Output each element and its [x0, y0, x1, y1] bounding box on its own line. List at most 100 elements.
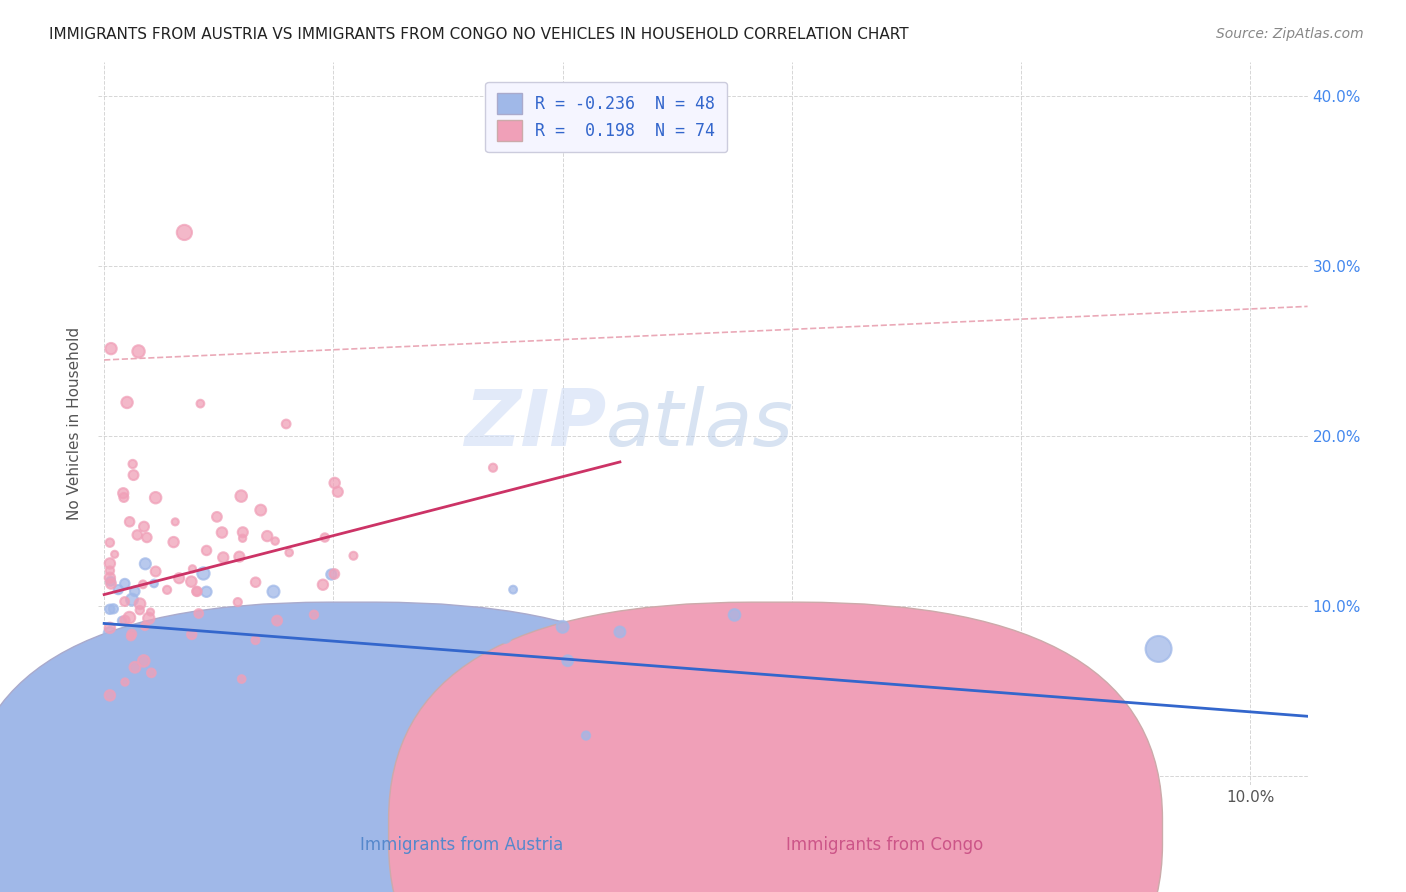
Point — [117, 631, 139, 645]
Point — [252, 625, 274, 640]
Point — [135, 531, 157, 545]
Point — [551, 620, 574, 634]
Point — [141, 665, 163, 680]
Point — [121, 648, 143, 662]
Point — [107, 582, 129, 597]
Point — [342, 549, 364, 563]
Point — [143, 576, 166, 591]
Point — [134, 557, 156, 571]
Point — [114, 576, 136, 591]
Point — [494, 630, 516, 644]
Point — [134, 619, 156, 633]
Point — [217, 629, 239, 643]
Point — [100, 577, 122, 591]
Point — [190, 396, 212, 410]
Point — [278, 546, 301, 560]
Point — [167, 571, 190, 585]
Y-axis label: No Vehicles in Household: No Vehicles in Household — [67, 327, 83, 520]
Point — [219, 646, 242, 660]
Point — [245, 575, 267, 590]
Point — [575, 729, 598, 743]
Point — [228, 549, 250, 564]
Point — [302, 607, 325, 622]
Point — [193, 566, 215, 581]
Point — [125, 635, 148, 649]
Point — [145, 565, 167, 579]
Point — [187, 607, 209, 621]
FancyBboxPatch shape — [0, 602, 740, 892]
Point — [118, 610, 141, 624]
Point — [177, 670, 200, 684]
Point — [145, 655, 167, 669]
Point — [115, 395, 138, 409]
Point — [129, 597, 152, 611]
Point — [100, 574, 122, 589]
Point — [222, 611, 245, 625]
Point — [141, 633, 163, 648]
Point — [98, 689, 121, 703]
Point — [339, 622, 361, 636]
Point — [114, 613, 136, 627]
Point — [98, 557, 121, 571]
Point — [100, 342, 122, 356]
Text: atlas: atlas — [606, 385, 794, 462]
Point — [245, 633, 267, 648]
Point — [194, 646, 217, 660]
Point — [211, 525, 233, 540]
Point — [423, 626, 446, 640]
Point — [609, 624, 631, 639]
Point — [101, 680, 124, 694]
Point — [502, 582, 524, 597]
Point — [212, 550, 235, 565]
Text: Source: ZipAtlas.com: Source: ZipAtlas.com — [1216, 27, 1364, 41]
Point — [323, 475, 346, 490]
Point — [132, 654, 155, 668]
Point — [141, 640, 163, 655]
Point — [128, 344, 150, 359]
Point — [312, 578, 335, 592]
Point — [111, 614, 134, 628]
Point — [186, 584, 208, 599]
FancyBboxPatch shape — [388, 602, 1163, 892]
Point — [557, 654, 579, 668]
Point — [224, 612, 246, 626]
Legend: R = -0.236  N = 48, R =  0.198  N = 74: R = -0.236 N = 48, R = 0.198 N = 74 — [485, 81, 727, 153]
Point — [180, 574, 202, 589]
Point — [98, 626, 121, 640]
Point — [256, 529, 278, 543]
Point — [723, 607, 745, 622]
Point — [98, 571, 121, 585]
Point — [305, 683, 328, 698]
Point — [170, 658, 193, 673]
Point — [162, 535, 184, 549]
Point — [104, 547, 127, 561]
Point — [370, 668, 392, 682]
Point — [231, 489, 253, 503]
Point — [121, 627, 143, 641]
Point — [314, 531, 336, 545]
Point — [232, 525, 254, 540]
Point — [195, 584, 218, 599]
Text: ZIP: ZIP — [464, 385, 606, 462]
Point — [180, 627, 202, 641]
Point — [321, 567, 343, 582]
Point — [195, 543, 218, 558]
Point — [118, 515, 141, 529]
Point — [98, 621, 121, 635]
Point — [231, 672, 253, 686]
Text: Immigrants from Congo: Immigrants from Congo — [786, 836, 983, 854]
Point — [266, 614, 288, 628]
Point — [276, 417, 298, 431]
Point — [98, 602, 121, 616]
Text: Immigrants from Austria: Immigrants from Austria — [360, 836, 562, 854]
Point — [156, 629, 179, 643]
Point — [326, 484, 349, 499]
Point — [120, 629, 142, 643]
Point — [114, 594, 136, 608]
Point — [98, 564, 121, 578]
Point — [181, 562, 204, 576]
Point — [249, 503, 271, 517]
Point — [138, 611, 160, 625]
Point — [264, 534, 287, 549]
Point — [173, 635, 195, 649]
